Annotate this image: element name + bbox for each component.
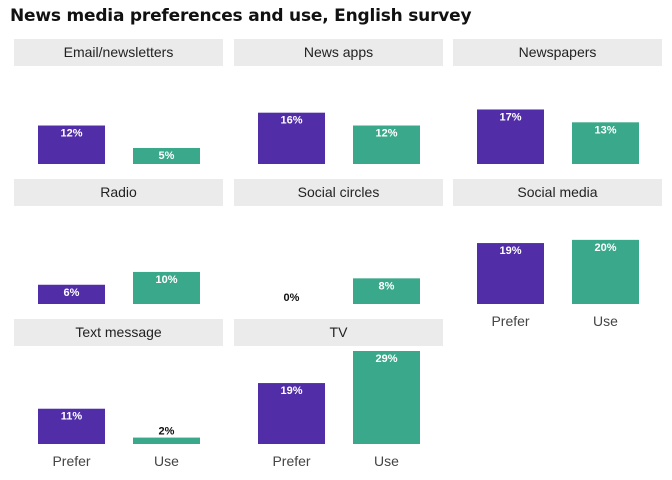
data-label-social-circles-use: 8% — [379, 280, 395, 292]
data-label-radio-prefer: 6% — [64, 287, 80, 299]
facet-strip-email-newsletters — [14, 39, 223, 66]
x-tick-label-text-message-use: Use — [154, 453, 179, 469]
facet-strip-tv — [234, 319, 443, 346]
x-tick-label-social-media-use: Use — [593, 313, 618, 329]
facet-strip-newspapers — [453, 39, 662, 66]
facet-strip-social-media — [453, 179, 662, 206]
data-label-email-newsletters-use: 5% — [159, 150, 175, 162]
data-label-news-apps-use: 12% — [375, 128, 397, 140]
facet-title-news-apps: News apps — [304, 44, 373, 60]
data-label-radio-use: 10% — [155, 274, 177, 286]
facet-title-email-newsletters: Email/newsletters — [64, 44, 174, 60]
bar-text-message-prefer — [38, 408, 105, 444]
data-label-tv-prefer: 19% — [280, 385, 302, 397]
bar-tv-prefer — [258, 383, 325, 444]
bar-email-newsletters-use — [133, 147, 200, 164]
facet-strip-news-apps — [234, 39, 443, 66]
data-label-text-message-prefer: 11% — [61, 411, 83, 423]
bar-tv-use — [353, 351, 420, 444]
facet-strip-radio — [14, 179, 223, 206]
facet-title-tv: TV — [330, 324, 349, 340]
bar-radio-use — [133, 271, 200, 304]
chart-title: News media preferences and use, English … — [10, 6, 472, 26]
data-label-social-media-use: 20% — [594, 242, 616, 254]
data-label-tv-use: 29% — [375, 353, 397, 365]
bar-news-apps-use — [353, 125, 420, 164]
bar-email-newsletters-prefer — [38, 125, 105, 164]
data-label-social-media-prefer: 19% — [499, 245, 521, 257]
bar-social-media-use — [572, 239, 639, 304]
facet-title-text-message: Text message — [75, 324, 162, 340]
data-label-text-message-use: 2% — [159, 426, 175, 438]
facet-title-social-circles: Social circles — [298, 184, 380, 200]
facet-strip-text-message — [14, 319, 223, 346]
bar-news-apps-prefer — [258, 112, 325, 164]
data-label-email-newsletters-prefer: 12% — [60, 128, 82, 140]
bar-radio-prefer — [38, 284, 105, 304]
x-tick-label-tv-prefer: Prefer — [272, 453, 310, 469]
facet-title-radio: Radio — [100, 184, 137, 200]
facet-title-social-media: Social media — [517, 184, 597, 200]
bar-text-message-use — [133, 437, 200, 444]
facet-strip-social-circles — [234, 179, 443, 206]
bar-newspapers-use — [572, 122, 639, 164]
x-tick-label-text-message-prefer: Prefer — [52, 453, 90, 469]
data-label-news-apps-prefer: 16% — [280, 115, 302, 127]
data-label-newspapers-prefer: 17% — [499, 111, 521, 123]
bar-newspapers-prefer — [477, 109, 544, 164]
data-label-social-circles-prefer: 0% — [284, 292, 300, 304]
bar-social-media-prefer — [477, 243, 544, 304]
bar-social-circles-use — [353, 278, 420, 304]
data-label-newspapers-use: 13% — [594, 124, 616, 136]
x-tick-label-tv-use: Use — [374, 453, 399, 469]
facet-title-newspapers: Newspapers — [519, 44, 597, 60]
x-tick-label-social-media-prefer: Prefer — [491, 313, 529, 329]
